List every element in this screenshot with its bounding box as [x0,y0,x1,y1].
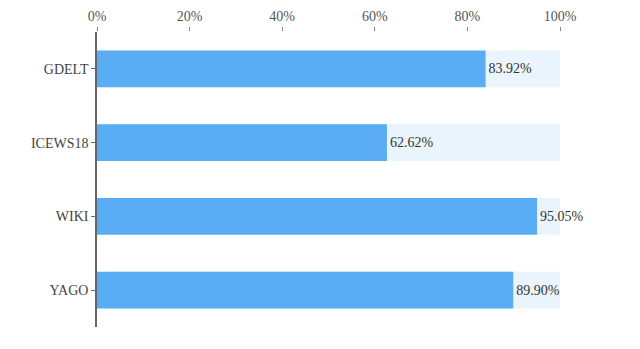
svg-text:ICEWS18: ICEWS18 [31,136,89,151]
svg-text:80%: 80% [455,9,481,24]
svg-text:YAGO: YAGO [50,283,89,298]
svg-text:95.05%: 95.05% [540,209,584,224]
svg-text:WIKI: WIKI [56,209,89,224]
svg-text:40%: 40% [269,9,295,24]
svg-text:GDELT: GDELT [44,62,89,77]
svg-text:0%: 0% [88,9,107,24]
svg-text:83.92%: 83.92% [489,61,533,76]
svg-text:100%: 100% [544,9,577,24]
svg-text:62.62%: 62.62% [390,135,434,150]
svg-text:20%: 20% [177,9,203,24]
svg-text:89.90%: 89.90% [516,283,560,298]
svg-text:60%: 60% [362,9,388,24]
